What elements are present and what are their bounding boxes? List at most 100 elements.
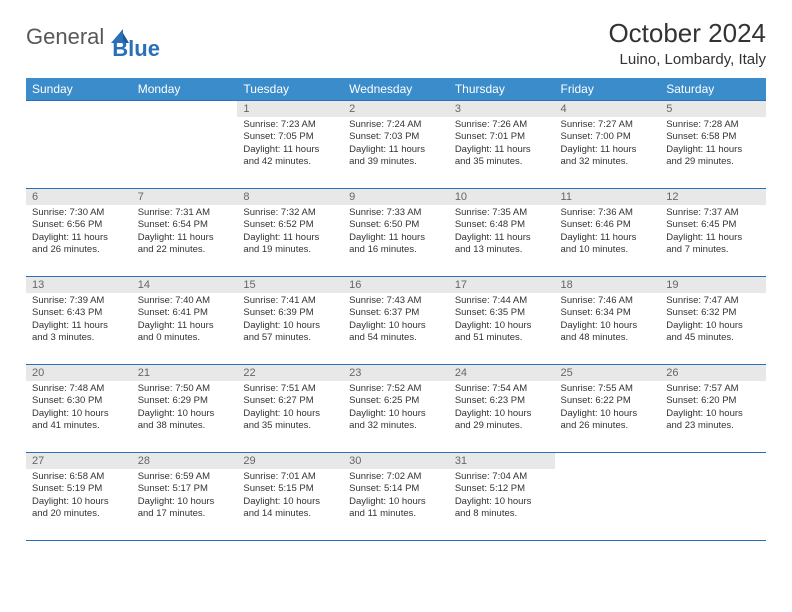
- day-number: 24: [449, 365, 555, 381]
- calendar-day-cell: 17Sunrise: 7:44 AMSunset: 6:35 PMDayligh…: [449, 277, 555, 365]
- day-details: Sunrise: 7:43 AMSunset: 6:37 PMDaylight:…: [343, 293, 449, 348]
- daylight-line: Daylight: 11 hours and 7 minutes.: [666, 232, 742, 255]
- daylight-line: Daylight: 10 hours and 45 minutes.: [666, 320, 743, 343]
- sunset-line: Sunset: 6:50 PM: [349, 219, 419, 230]
- sunset-line: Sunset: 6:22 PM: [561, 395, 631, 406]
- daylight-line: Daylight: 10 hours and 23 minutes.: [666, 408, 743, 431]
- day-number: 26: [660, 365, 766, 381]
- day-number: 11: [555, 189, 661, 205]
- sunset-line: Sunset: 6:52 PM: [243, 219, 313, 230]
- day-number: 14: [132, 277, 238, 293]
- sunrise-line: Sunrise: 7:28 AM: [666, 119, 738, 130]
- calendar-day-cell: 3Sunrise: 7:26 AMSunset: 7:01 PMDaylight…: [449, 101, 555, 189]
- daylight-line: Daylight: 11 hours and 3 minutes.: [32, 320, 108, 343]
- calendar-day-cell: 27Sunrise: 6:58 AMSunset: 5:19 PMDayligh…: [26, 453, 132, 541]
- sunset-line: Sunset: 6:54 PM: [138, 219, 208, 230]
- calendar-day-cell: 31Sunrise: 7:04 AMSunset: 5:12 PMDayligh…: [449, 453, 555, 541]
- day-number: 7: [132, 189, 238, 205]
- sunrise-line: Sunrise: 7:46 AM: [561, 295, 633, 306]
- day-number: 15: [237, 277, 343, 293]
- logo-text-blue-wrap: Blue: [112, 36, 160, 62]
- daylight-line: Daylight: 10 hours and 35 minutes.: [243, 408, 320, 431]
- sunrise-line: Sunrise: 6:58 AM: [32, 471, 104, 482]
- day-details: Sunrise: 7:55 AMSunset: 6:22 PMDaylight:…: [555, 381, 661, 436]
- day-number: 6: [26, 189, 132, 205]
- day-number: 27: [26, 453, 132, 469]
- daylight-line: Daylight: 11 hours and 35 minutes.: [455, 144, 531, 167]
- day-details: Sunrise: 7:47 AMSunset: 6:32 PMDaylight:…: [660, 293, 766, 348]
- day-details: Sunrise: 7:36 AMSunset: 6:46 PMDaylight:…: [555, 205, 661, 260]
- sunset-line: Sunset: 6:25 PM: [349, 395, 419, 406]
- day-header-row: SundayMondayTuesdayWednesdayThursdayFrid…: [26, 78, 766, 101]
- calendar-week-row: 27 Sunrise: 6:58 AMSunset: 5:19 PM Dayligh…: [26, 453, 766, 541]
- calendar-day-cell: 5Sunrise: 7:28 AMSunset: 6:58 PMDaylight…: [660, 101, 766, 189]
- sunrise-line: Sunrise: 7:37 AM: [666, 207, 738, 218]
- calendar-day-cell: [132, 101, 238, 189]
- calendar-day-cell: 21Sunrise: 7:50 AMSunset: 6:29 PMDayligh…: [132, 365, 238, 453]
- sunset-line: Sunset: 7:05 PM: [243, 131, 313, 142]
- daylight-line: Daylight: 10 hours and 26 minutes.: [561, 408, 638, 431]
- calendar-body: 1Sunrise: 7:23 AMSunset: 7:05 PMDaylight…: [26, 101, 766, 541]
- day-number: 8: [237, 189, 343, 205]
- daylight-line: Daylight: 11 hours and 22 minutes.: [138, 232, 214, 255]
- calendar-day-cell: 11Sunrise: 7:36 AMSunset: 6:46 PMDayligh…: [555, 189, 661, 277]
- day-details: Sunrise: 7:46 AMSunset: 6:34 PMDaylight:…: [555, 293, 661, 348]
- day-details: Sunrise: 7:26 AMSunset: 7:01 PMDaylight:…: [449, 117, 555, 172]
- day-number: 25: [555, 365, 661, 381]
- sunset-line: Sunset: 6:34 PM: [561, 307, 631, 318]
- sunset-line: Sunset: 7:03 PM: [349, 131, 419, 142]
- calendar-day-cell: 4Sunrise: 7:27 AMSunset: 7:00 PMDaylight…: [555, 101, 661, 189]
- day-details: Sunrise: 7:52 AMSunset: 6:25 PMDaylight:…: [343, 381, 449, 436]
- sunrise-line: Sunrise: 7:47 AM: [666, 295, 738, 306]
- location-label: Luino, Lombardy, Italy: [608, 51, 766, 68]
- day-number: 20: [26, 365, 132, 381]
- sunset-line: Sunset: 5:19 PM: [32, 483, 102, 494]
- calendar-day-cell: 13Sunrise: 7:39 AMSunset: 6:43 PMDayligh…: [26, 277, 132, 365]
- daylight-line: Daylight: 10 hours and 29 minutes.: [455, 408, 532, 431]
- sunset-line: Sunset: 6:45 PM: [666, 219, 736, 230]
- logo-text-general: General: [26, 24, 104, 50]
- sunrise-line: Sunrise: 7:40 AM: [138, 295, 210, 306]
- day-header: Wednesday: [343, 78, 449, 101]
- day-details: Sunrise: 7:44 AMSunset: 6:35 PMDaylight:…: [449, 293, 555, 348]
- sunset-line: Sunset: 5:14 PM: [349, 483, 419, 494]
- calendar-day-cell: 30Sunrise: 7:02 AMSunset: 5:14 PMDayligh…: [343, 453, 449, 541]
- calendar-week-row: 6Sunrise: 7:30 AMSunset: 6:56 PMDaylight…: [26, 189, 766, 277]
- sunrise-line: Sunrise: 6:59 AM: [138, 471, 210, 482]
- daylight-line: Daylight: 10 hours and 8 minutes.: [455, 496, 532, 519]
- sunrise-line: Sunrise: 7:24 AM: [349, 119, 421, 130]
- calendar-day-cell: [555, 453, 661, 541]
- daylight-line: Daylight: 11 hours and 32 minutes.: [561, 144, 637, 167]
- calendar-day-cell: 1Sunrise: 7:23 AMSunset: 7:05 PMDaylight…: [237, 101, 343, 189]
- sunrise-line: Sunrise: 7:50 AM: [138, 383, 210, 394]
- day-header: Tuesday: [237, 78, 343, 101]
- sunrise-line: Sunrise: 7:39 AM: [32, 295, 104, 306]
- daylight-line: Daylight: 10 hours and 38 minutes.: [138, 408, 215, 431]
- sunset-line: Sunset: 5:17 PM: [138, 483, 208, 494]
- day-number: 30: [343, 453, 449, 469]
- calendar-day-cell: 12 Sunrise: 7:37 AMSunset: 6:45 PM Dayligh…: [660, 189, 766, 277]
- day-number: 28: [132, 453, 238, 469]
- calendar-day-cell: 29Sunrise: 7:01 AMSunset: 5:15 PMDayligh…: [237, 453, 343, 541]
- sunset-line: Sunset: 6:23 PM: [455, 395, 525, 406]
- day-number: 9: [343, 189, 449, 205]
- sunset-line: Sunset: 7:00 PM: [561, 131, 631, 142]
- daylight-line: Daylight: 11 hours and 16 minutes.: [349, 232, 425, 255]
- day-number: 13: [26, 277, 132, 293]
- calendar-day-cell: 18Sunrise: 7:46 AMSunset: 6:34 PMDayligh…: [555, 277, 661, 365]
- day-header: Saturday: [660, 78, 766, 101]
- day-details: Sunrise: 6:59 AMSunset: 5:17 PMDaylight:…: [132, 469, 238, 524]
- day-number: 12: [660, 189, 766, 205]
- day-details: Sunrise: 7:32 AMSunset: 6:52 PMDaylight:…: [237, 205, 343, 260]
- day-details: Sunrise: 7:54 AMSunset: 6:23 PMDaylight:…: [449, 381, 555, 436]
- daylight-line: Daylight: 11 hours and 39 minutes.: [349, 144, 425, 167]
- sunset-line: Sunset: 7:01 PM: [455, 131, 525, 142]
- calendar-day-cell: [26, 101, 132, 189]
- sunrise-line: Sunrise: 7:30 AM: [32, 207, 104, 218]
- daylight-line: Daylight: 11 hours and 42 minutes.: [243, 144, 319, 167]
- sunset-line: Sunset: 5:15 PM: [243, 483, 313, 494]
- day-details: Sunrise: 7:31 AMSunset: 6:54 PMDaylight:…: [132, 205, 238, 260]
- calendar-day-cell: 16Sunrise: 7:43 AMSunset: 6:37 PMDayligh…: [343, 277, 449, 365]
- day-details: Sunrise: 7:02 AMSunset: 5:14 PMDaylight:…: [343, 469, 449, 524]
- daylight-line: Daylight: 10 hours and 41 minutes.: [32, 408, 109, 431]
